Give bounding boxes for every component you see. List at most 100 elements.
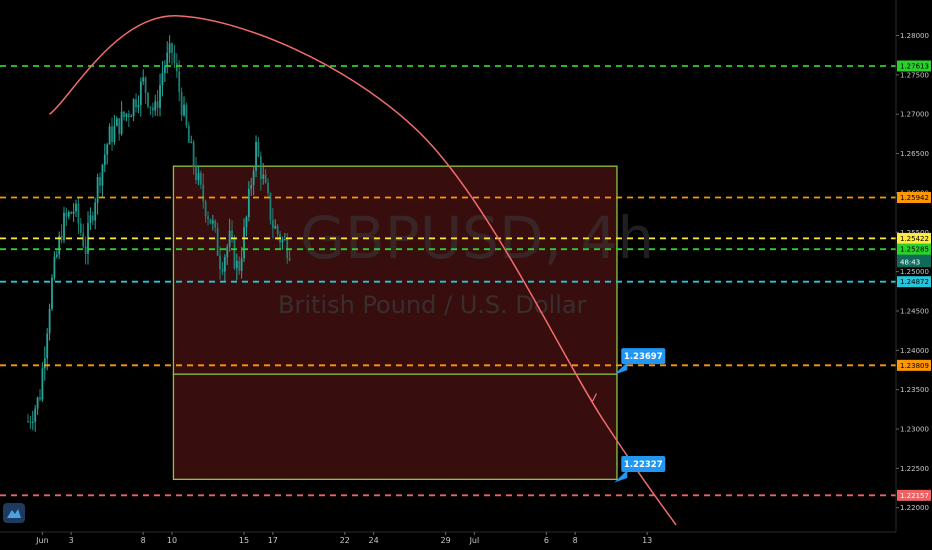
candle-body bbox=[48, 308, 51, 334]
candle-body bbox=[281, 239, 284, 243]
candle-body bbox=[197, 172, 200, 181]
price-axis-ticks: 1.280001.275001.270001.265001.260001.255… bbox=[896, 32, 929, 512]
candle-body bbox=[192, 142, 195, 167]
candle-body bbox=[255, 141, 257, 171]
level-price-tag bbox=[897, 489, 931, 501]
candle-body bbox=[55, 254, 58, 257]
candle-body bbox=[264, 174, 267, 183]
candle-body bbox=[70, 212, 73, 214]
candle-body bbox=[58, 235, 61, 255]
candle-body bbox=[139, 81, 142, 105]
level-price-tag bbox=[897, 191, 931, 203]
candle-body bbox=[195, 166, 197, 181]
candle-body bbox=[46, 333, 49, 359]
candle-body bbox=[99, 177, 101, 186]
price-callout[interactable]: 1.23697 bbox=[614, 348, 666, 375]
candle-body bbox=[27, 421, 29, 423]
candle-body bbox=[75, 203, 77, 212]
candle-body bbox=[156, 101, 159, 108]
candlestick-series bbox=[27, 35, 291, 432]
candle-body bbox=[276, 225, 279, 235]
candle-body bbox=[79, 223, 82, 233]
price-tick-label: 1.28000 bbox=[900, 32, 929, 40]
level-price-tag bbox=[897, 232, 931, 244]
candle-body bbox=[65, 212, 68, 217]
candle-body bbox=[166, 52, 169, 67]
rectangle-drawings[interactable] bbox=[172, 165, 618, 481]
candle-body bbox=[175, 63, 178, 72]
candle-body bbox=[214, 220, 217, 228]
candle-body bbox=[72, 211, 75, 214]
arc-projection[interactable] bbox=[49, 15, 677, 526]
rectangle-zone-1[interactable] bbox=[172, 165, 618, 375]
date-tick-label: Jun bbox=[35, 536, 49, 545]
date-tick-label: 29 bbox=[441, 536, 451, 545]
price-axis-level-tags: 1.2525448:431.276131.259421.254221.25285… bbox=[897, 60, 931, 501]
candle-body bbox=[228, 230, 231, 247]
candle-body bbox=[147, 92, 149, 107]
candle-body bbox=[135, 99, 137, 108]
callout-pointer-icon bbox=[614, 469, 628, 483]
candle-body bbox=[43, 358, 46, 369]
candle-body bbox=[123, 111, 125, 117]
date-tick-label: 17 bbox=[268, 536, 278, 545]
candle-body bbox=[89, 215, 92, 224]
candle-body bbox=[187, 125, 190, 143]
candle-body bbox=[132, 99, 135, 117]
candle-body bbox=[127, 113, 130, 118]
level-price-tag bbox=[897, 60, 931, 72]
callout-label: 1.22327 bbox=[624, 460, 663, 470]
price-callout[interactable]: 1.22327 bbox=[614, 455, 666, 483]
candle-body bbox=[288, 258, 291, 261]
price-axis[interactable]: 1.280001.275001.270001.265001.260001.255… bbox=[895, 0, 932, 532]
candle-body bbox=[221, 268, 224, 272]
level-price-tag bbox=[897, 243, 931, 255]
level-price-tag-label: 1.24872 bbox=[900, 278, 929, 286]
candle-body bbox=[91, 215, 94, 221]
candle-body bbox=[199, 172, 202, 185]
candle-body bbox=[247, 188, 250, 218]
date-tick-label: 22 bbox=[340, 536, 350, 545]
candle-body bbox=[41, 368, 44, 400]
level-price-tag-label: 1.25422 bbox=[900, 235, 929, 243]
last-price-tag bbox=[897, 256, 931, 268]
candle-body bbox=[274, 225, 277, 229]
candle-body bbox=[84, 246, 87, 254]
watermark-description: British Pound / U.S. Dollar bbox=[278, 291, 587, 319]
candle-body bbox=[103, 154, 106, 165]
date-tick-label: 10 bbox=[167, 536, 177, 545]
candle-body bbox=[238, 260, 241, 271]
candle-body bbox=[180, 92, 183, 116]
date-tick-label: 3 bbox=[69, 536, 74, 545]
candle-body bbox=[233, 237, 236, 269]
candle-body bbox=[216, 227, 219, 256]
price-tick-label: 1.25500 bbox=[900, 229, 929, 237]
tradingview-logo[interactable] bbox=[3, 503, 25, 523]
level-price-tag-label: 1.23809 bbox=[900, 362, 929, 370]
candle-body bbox=[51, 277, 53, 309]
price-tick-label: 1.27500 bbox=[900, 71, 929, 79]
candle-body bbox=[171, 43, 173, 53]
candle-body bbox=[151, 107, 154, 111]
date-tick-label: 24 bbox=[369, 536, 379, 545]
candle-body bbox=[173, 52, 176, 64]
arc-curve[interactable] bbox=[49, 15, 677, 526]
level-price-tag-label: 1.27613 bbox=[900, 62, 929, 70]
rectangle-zone-2[interactable] bbox=[172, 373, 618, 481]
price-tick-label: 1.25000 bbox=[900, 268, 929, 276]
candle-body bbox=[226, 246, 229, 258]
arc-arrow-icon bbox=[586, 393, 598, 403]
candle-body bbox=[202, 184, 205, 202]
callout-box bbox=[621, 348, 666, 365]
logo-mountain-icon bbox=[7, 509, 21, 518]
candle-body bbox=[113, 125, 116, 142]
time-axis[interactable]: Jun 3 8 10 15 17 22 24 29 Jul 6 8 13 bbox=[0, 531, 932, 550]
time-axis-ticks: Jun 3 8 10 15 17 22 24 29 Jul 6 8 13 bbox=[35, 532, 652, 545]
candle-body bbox=[130, 116, 133, 118]
candle-body bbox=[219, 255, 221, 269]
candle-body bbox=[252, 170, 255, 185]
price-callouts[interactable]: 1.23697 1.22327 bbox=[614, 348, 666, 483]
candle-body bbox=[149, 106, 152, 108]
